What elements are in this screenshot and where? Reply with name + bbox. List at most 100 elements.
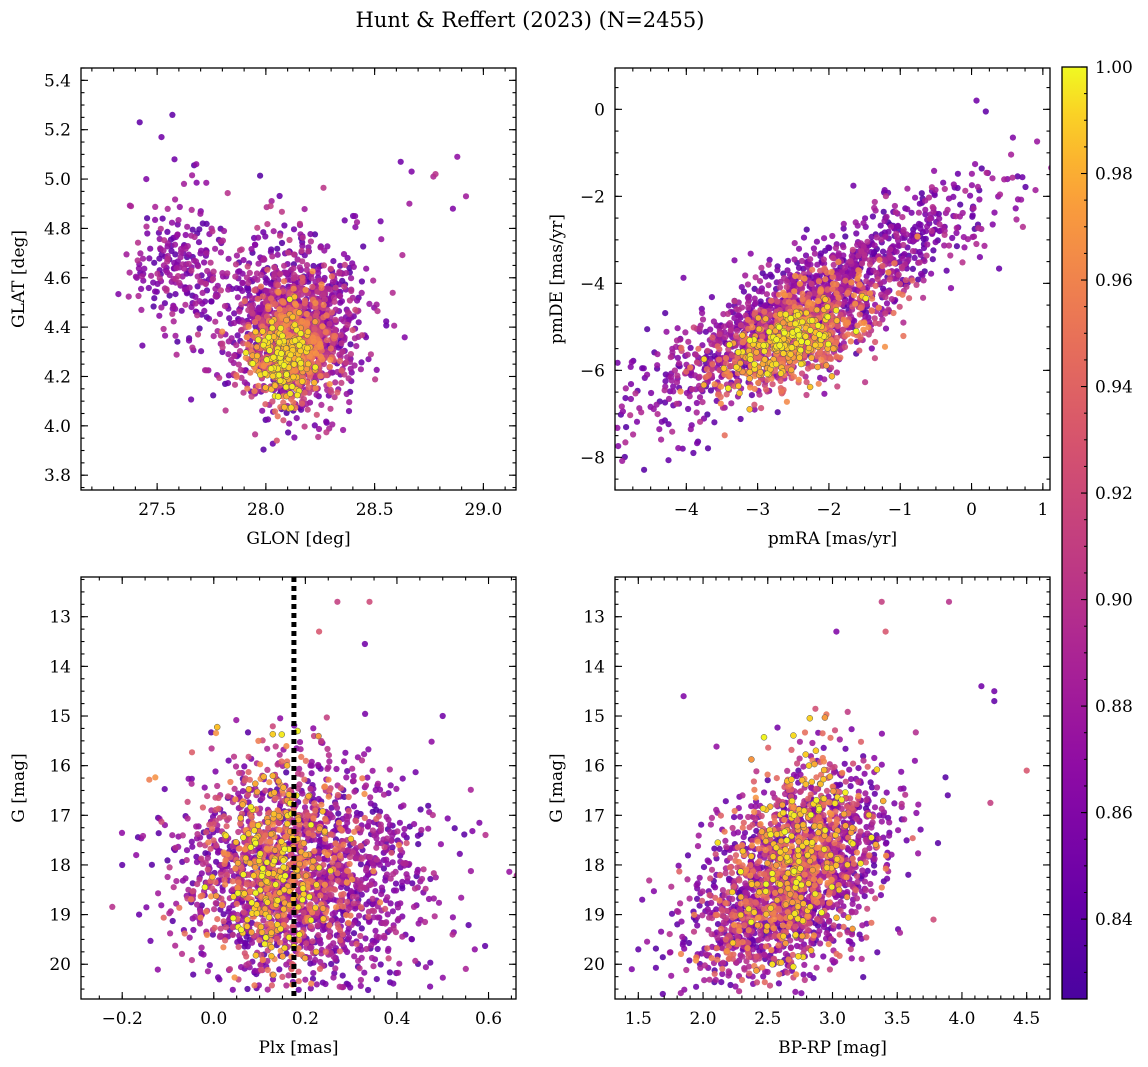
scatter-point [408, 935, 415, 943]
scatter-point [343, 270, 350, 277]
scatter-point [731, 298, 738, 305]
scatter-point [575, 427, 581, 433]
scatter-point [338, 340, 345, 347]
scatter-point [278, 239, 286, 247]
scatter-point [319, 323, 326, 330]
scatter-point [833, 317, 841, 324]
scatter-point [941, 231, 948, 238]
scatter-point [869, 213, 877, 220]
scatter-point [169, 917, 176, 925]
scatter-point [970, 233, 978, 240]
scatter-point [210, 392, 217, 399]
scatter-point [141, 265, 148, 272]
scatter-point [176, 203, 183, 211]
scatter-point [920, 294, 927, 301]
scatter-point [814, 363, 821, 371]
scatter-point [328, 960, 335, 968]
scatter-point [151, 295, 158, 302]
y-tick-label: 4.2 [44, 367, 71, 387]
scatter-point [312, 385, 319, 392]
scatter-point [829, 285, 836, 292]
scatter-point [301, 206, 308, 213]
scatter-point [241, 379, 248, 386]
scatter-point [313, 411, 320, 418]
scatter-point [425, 802, 432, 809]
scatter-point [233, 342, 240, 349]
scatter-point [569, 408, 575, 414]
scatter-point [209, 931, 216, 938]
scatter-point [667, 373, 675, 380]
scatter-point [337, 332, 344, 339]
scatter-point [638, 409, 645, 416]
scatter-point [654, 362, 661, 369]
scatter-point [303, 320, 311, 327]
scatter-point [451, 825, 458, 832]
scatter-point [905, 256, 912, 263]
scatter-point [726, 341, 733, 348]
scatter-point [840, 225, 847, 232]
scatter-point [696, 394, 704, 401]
scatter-point [615, 424, 617, 430]
scatter-point [926, 215, 933, 222]
scatter-point [255, 260, 262, 267]
scatter-point [791, 256, 798, 263]
scatter-point [339, 348, 346, 356]
x-tick-label: 29.0 [464, 500, 502, 520]
scatter-point [834, 383, 841, 390]
scatter-point [285, 429, 292, 436]
scatter-point [787, 351, 794, 358]
scatter-point [982, 108, 989, 115]
scatter-point [357, 366, 364, 373]
scatter-point [270, 228, 277, 235]
scatter-point [814, 322, 822, 329]
scatter-point [786, 271, 794, 278]
scatter-point [242, 354, 249, 361]
scatter-point [208, 729, 215, 736]
y-tick-label: −6 [580, 361, 605, 381]
scatter-point [263, 356, 271, 363]
scatter-point [885, 228, 892, 235]
scatter-point [224, 270, 231, 277]
scatter-point [339, 972, 346, 979]
scatter-point [872, 320, 879, 327]
scatter-point [220, 227, 228, 235]
scatter-point [692, 351, 699, 358]
scatter-point [884, 289, 892, 296]
scatter-point [134, 239, 142, 246]
scatter-point [259, 323, 266, 330]
scatter-point [744, 300, 752, 307]
scatter-point [244, 729, 252, 736]
scatter-point [868, 233, 875, 240]
y-tick-label: −4 [580, 274, 605, 294]
scatter-point [138, 273, 145, 280]
scatter-point [700, 381, 708, 389]
scatter-point [881, 343, 889, 350]
scatter-point [231, 381, 239, 388]
scatter-point [328, 309, 335, 316]
scatter-point [915, 276, 922, 283]
scatter-point [722, 355, 730, 362]
scatter-point [899, 214, 906, 221]
scatter-point [766, 256, 773, 263]
scatter-point [185, 260, 192, 267]
scatter-point [842, 233, 849, 240]
scatter-point [212, 318, 219, 325]
scatter-point [237, 366, 244, 373]
scatter-point [390, 980, 397, 987]
scatter-point [154, 270, 161, 277]
scatter-point [744, 281, 752, 288]
scatter-point [744, 294, 752, 301]
scatter-point [194, 273, 201, 280]
scatter-point [915, 209, 923, 216]
scatter-point [214, 328, 221, 335]
scatter-point [835, 252, 842, 259]
scatter-point [758, 405, 765, 412]
scatter-point [916, 259, 923, 266]
scatter-point [254, 295, 261, 302]
scatter-point [737, 415, 744, 423]
scatter-point [928, 270, 935, 277]
scatter-point [774, 267, 781, 274]
scatter-point [287, 351, 294, 359]
scatter-point [219, 237, 226, 244]
scatter-point [798, 338, 805, 345]
